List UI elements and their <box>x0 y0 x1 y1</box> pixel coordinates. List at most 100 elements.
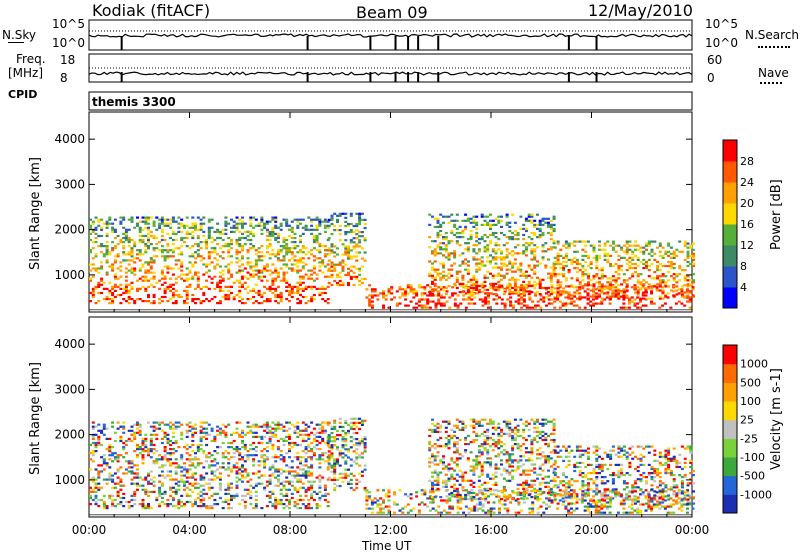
echo-pixel <box>536 246 539 249</box>
echo-pixel <box>358 464 362 467</box>
echo-pixel <box>691 286 695 289</box>
echo-pixel <box>232 464 236 467</box>
echo-pixel <box>547 497 551 500</box>
echo-pixel <box>358 472 362 475</box>
echo-pixel <box>426 300 430 303</box>
echo-pixel <box>447 258 451 261</box>
echo-pixel <box>304 470 308 473</box>
echo-pixel <box>166 267 170 270</box>
echo-pixel <box>549 272 553 275</box>
echo-pixel <box>202 263 206 266</box>
echo-pixel <box>573 256 577 259</box>
echo-pixel <box>113 228 117 231</box>
echo-pixel <box>486 246 490 249</box>
echo-pixel <box>265 484 269 487</box>
echo-pixel <box>171 216 175 219</box>
echo-pixel <box>141 462 145 465</box>
echo-pixel <box>144 446 148 449</box>
echo-pixel <box>147 285 150 288</box>
sky-label: N.Sky <box>2 28 37 42</box>
echo-pixel <box>180 437 184 440</box>
echo-pixel <box>144 300 148 303</box>
echo-pixel <box>595 297 599 300</box>
echo-pixel <box>315 287 319 290</box>
echo-pixel <box>625 242 629 245</box>
echo-pixel <box>558 286 562 289</box>
echo-pixel <box>344 249 348 252</box>
echo-pixel <box>636 289 640 292</box>
echo-pixel <box>279 454 283 457</box>
echo-pixel <box>569 497 573 500</box>
echo-pixel <box>249 222 253 225</box>
echo-pixel <box>207 496 211 500</box>
echo-pixel <box>149 437 153 440</box>
echo-pixel <box>509 501 513 504</box>
echo-pixel <box>667 254 671 257</box>
echo-pixel <box>163 249 167 252</box>
echo-pixel <box>221 228 225 231</box>
echo-pixel <box>341 436 345 439</box>
echo-pixel <box>569 495 573 498</box>
echo-pixel <box>431 455 434 458</box>
echo-pixel <box>450 231 454 235</box>
echo-pixel <box>194 222 197 225</box>
echo-pixel <box>497 288 501 292</box>
echo-pixel <box>218 476 222 479</box>
echo-pixel <box>344 440 348 443</box>
echo-pixel <box>94 228 98 231</box>
echo-pixel <box>230 507 233 510</box>
echo-pixel <box>562 287 566 290</box>
echo-pixel <box>489 284 493 287</box>
echo-pixel <box>111 302 115 305</box>
echo-pixel <box>355 229 359 232</box>
echo-pixel <box>514 511 518 514</box>
echo-pixel <box>89 490 92 493</box>
echo-pixel <box>105 251 109 254</box>
echo-pixel <box>260 218 264 221</box>
echo-pixel <box>97 267 101 270</box>
echo-pixel <box>199 255 203 258</box>
echo-pixel <box>505 221 509 224</box>
echo-pixel <box>227 222 231 225</box>
echo-pixel <box>227 492 231 495</box>
echo-pixel <box>439 461 443 464</box>
echo-pixel <box>177 466 181 469</box>
echo-pixel <box>174 505 178 508</box>
echo-pixel <box>594 511 598 514</box>
echo-pixel <box>296 443 300 447</box>
echo-pixel <box>136 216 139 219</box>
echo-pixel <box>185 476 189 479</box>
echo-pixel <box>428 300 432 303</box>
echo-pixel <box>603 258 607 261</box>
echo-pixel <box>455 240 459 243</box>
echo-pixel <box>285 271 289 274</box>
echo-pixel <box>105 462 109 465</box>
echo-pixel <box>122 472 126 475</box>
echo-pixel <box>360 277 364 280</box>
echo-pixel <box>483 219 487 222</box>
echo-pixel <box>483 233 487 237</box>
echo-pixel <box>232 452 236 455</box>
echo-pixel <box>461 276 465 279</box>
echo-pixel <box>312 271 316 274</box>
echo-pixel <box>174 462 178 465</box>
echo-pixel <box>592 295 596 298</box>
echo-pixel <box>191 216 195 219</box>
echo-pixel <box>265 505 269 508</box>
echo-pixel <box>91 460 95 463</box>
echo-pixel <box>661 275 665 278</box>
echo-pixel <box>152 443 156 447</box>
echo-pixel <box>235 494 239 497</box>
echo-pixel <box>100 470 104 473</box>
echo-pixel <box>595 254 599 257</box>
echo-pixel <box>238 295 242 299</box>
echo-pixel <box>254 450 258 453</box>
echo-pixel <box>628 256 632 259</box>
echo-pixel <box>487 509 490 512</box>
echo-pixel <box>323 253 327 256</box>
echo-pixel <box>587 277 590 280</box>
echo-pixel <box>252 247 256 250</box>
echo-pixel <box>370 300 374 303</box>
echo-pixel <box>315 228 319 231</box>
echo-pixel <box>249 298 253 301</box>
